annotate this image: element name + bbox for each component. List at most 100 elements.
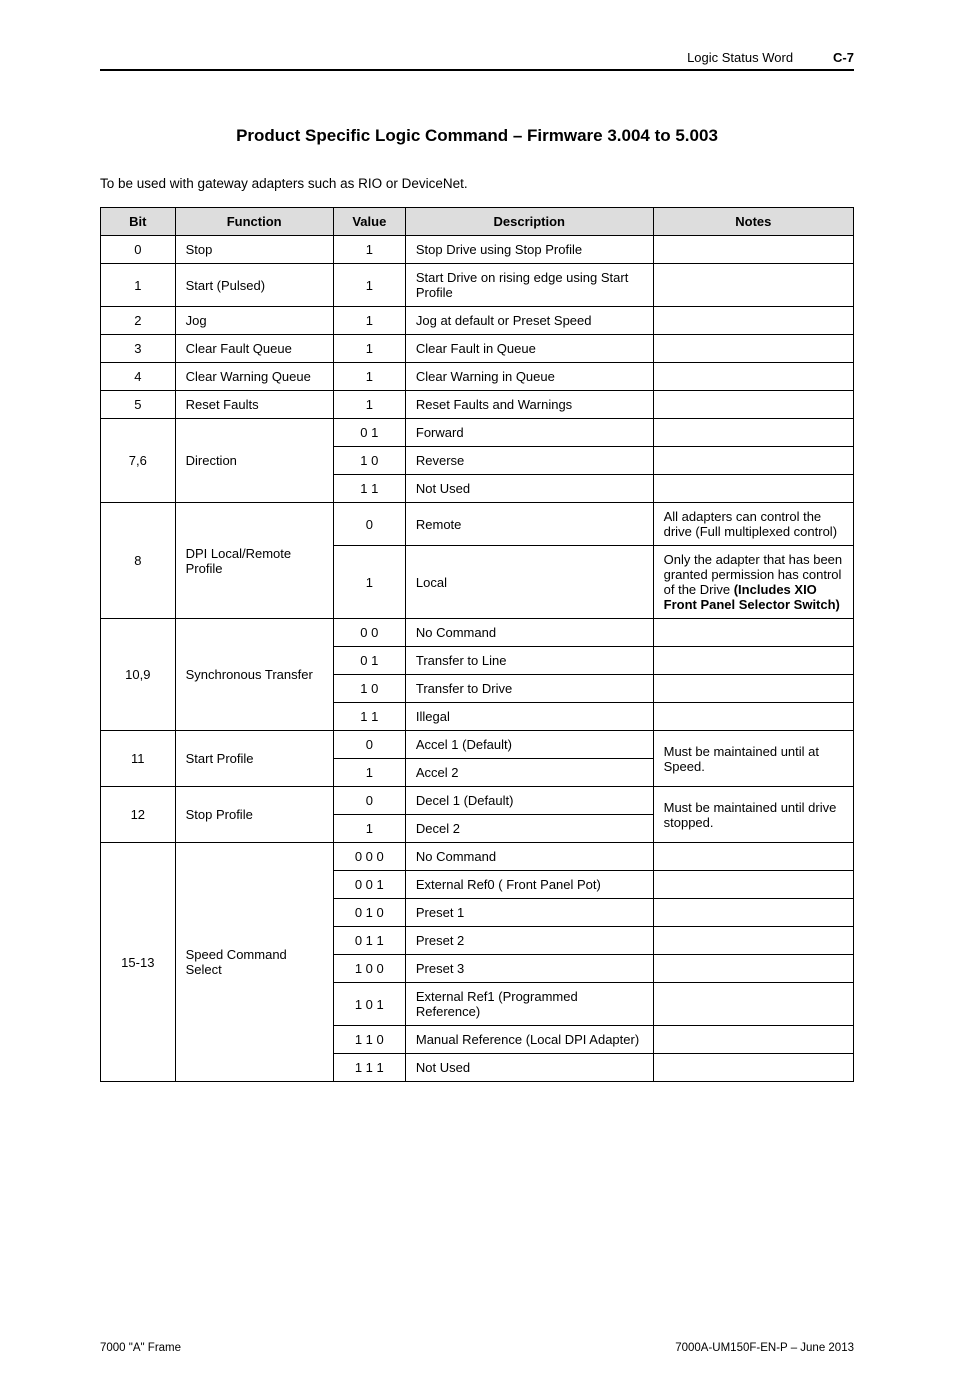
cell-description: Remote [405,503,653,546]
table-row: 0Stop1Stop Drive using Stop Profile [101,236,854,264]
cell-notes [653,899,853,927]
cell-value: 0 0 [333,619,405,647]
cell-notes [653,307,853,335]
cell-value: 1 [333,236,405,264]
cell-notes [653,264,853,307]
logic-command-table: Bit Function Value Description Notes 0St… [100,207,854,1082]
table-row: 10,9Synchronous Transfer0 0No Command [101,619,854,647]
table-row: 15-13Speed Command Select0 0 0No Command [101,843,854,871]
cell-bit: 7,6 [101,419,176,503]
cell-value: 1 1 [333,703,405,731]
cell-function: DPI Local/Remote Profile [175,503,333,619]
cell-bit: 12 [101,787,176,843]
cell-description: Illegal [405,703,653,731]
cell-function: Direction [175,419,333,503]
cell-notes [653,619,853,647]
cell-notes: Must be maintained until at Speed. [653,731,853,787]
cell-description: Preset 2 [405,927,653,955]
page: Logic Status Word C-7 Product Specific L… [0,0,954,1394]
header-page-number: C-7 [833,50,854,65]
cell-value: 0 1 [333,419,405,447]
col-bit: Bit [101,208,176,236]
cell-notes [653,335,853,363]
cell-value: 1 0 [333,447,405,475]
table-row: 12Stop Profile0Decel 1 (Default)Must be … [101,787,854,815]
cell-description: Decel 2 [405,815,653,843]
cell-description: Accel 2 [405,759,653,787]
cell-bit: 0 [101,236,176,264]
table-row: 3Clear Fault Queue1Clear Fault in Queue [101,335,854,363]
cell-notes [653,419,853,447]
cell-notes [653,475,853,503]
cell-value: 1 [333,363,405,391]
cell-notes [653,955,853,983]
cell-bit: 2 [101,307,176,335]
cell-value: 0 0 0 [333,843,405,871]
cell-value: 1 0 [333,675,405,703]
cell-description: Not Used [405,1054,653,1082]
table-row: 4Clear Warning Queue1Clear Warning in Qu… [101,363,854,391]
cell-description: Start Drive on rising edge using Start P… [405,264,653,307]
header-title: Logic Status Word [687,50,793,65]
cell-value: 0 1 0 [333,899,405,927]
cell-function: Clear Fault Queue [175,335,333,363]
cell-bit: 3 [101,335,176,363]
cell-value: 0 [333,731,405,759]
cell-notes [653,927,853,955]
cell-notes [653,447,853,475]
cell-notes [653,703,853,731]
cell-description: Transfer to Line [405,647,653,675]
cell-description: No Command [405,843,653,871]
cell-description: Local [405,546,653,619]
section-title: Product Specific Logic Command – Firmwar… [100,126,854,146]
col-description: Description [405,208,653,236]
cell-description: External Ref1 (Programmed Reference) [405,983,653,1026]
col-notes: Notes [653,208,853,236]
cell-bit: 11 [101,731,176,787]
cell-description: Reset Faults and Warnings [405,391,653,419]
cell-notes [653,1026,853,1054]
table-header-row: Bit Function Value Description Notes [101,208,854,236]
cell-description: Preset 1 [405,899,653,927]
footer-right: 7000A-UM150F-EN-P – June 2013 [675,1342,854,1354]
cell-notes [653,871,853,899]
footer-left: 7000 "A" Frame [100,1342,181,1354]
cell-value: 1 [333,546,405,619]
cell-description: Preset 3 [405,955,653,983]
cell-notes [653,843,853,871]
cell-value: 0 1 [333,647,405,675]
cell-value: 1 [333,307,405,335]
cell-function: Clear Warning Queue [175,363,333,391]
intro-text: To be used with gateway adapters such as… [100,176,854,191]
cell-description: Forward [405,419,653,447]
cell-function: Jog [175,307,333,335]
cell-notes [653,647,853,675]
cell-notes [653,363,853,391]
cell-bit: 8 [101,503,176,619]
page-footer: 7000 "A" Frame 7000A-UM150F-EN-P – June … [100,1342,854,1354]
cell-value: 1 [333,759,405,787]
cell-notes [653,236,853,264]
cell-description: Decel 1 (Default) [405,787,653,815]
table-row: 5Reset Faults1Reset Faults and Warnings [101,391,854,419]
table-row: 11Start Profile0Accel 1 (Default)Must be… [101,731,854,759]
table-row: 8DPI Local/Remote Profile0RemoteAll adap… [101,503,854,546]
cell-notes [653,983,853,1026]
table-row: 7,6Direction0 1Forward [101,419,854,447]
col-function: Function [175,208,333,236]
cell-value: 0 [333,503,405,546]
cell-value: 1 [333,335,405,363]
cell-description: No Command [405,619,653,647]
cell-value: 1 1 [333,475,405,503]
cell-description: Clear Fault in Queue [405,335,653,363]
cell-bit: 5 [101,391,176,419]
cell-function: Synchronous Transfer [175,619,333,731]
cell-value: 1 0 0 [333,955,405,983]
cell-notes [653,1054,853,1082]
cell-notes [653,391,853,419]
table-row: 1Start (Pulsed)1Start Drive on rising ed… [101,264,854,307]
cell-value: 1 [333,391,405,419]
table-row: 2Jog1Jog at default or Preset Speed [101,307,854,335]
cell-function: Start (Pulsed) [175,264,333,307]
cell-description: Stop Drive using Stop Profile [405,236,653,264]
